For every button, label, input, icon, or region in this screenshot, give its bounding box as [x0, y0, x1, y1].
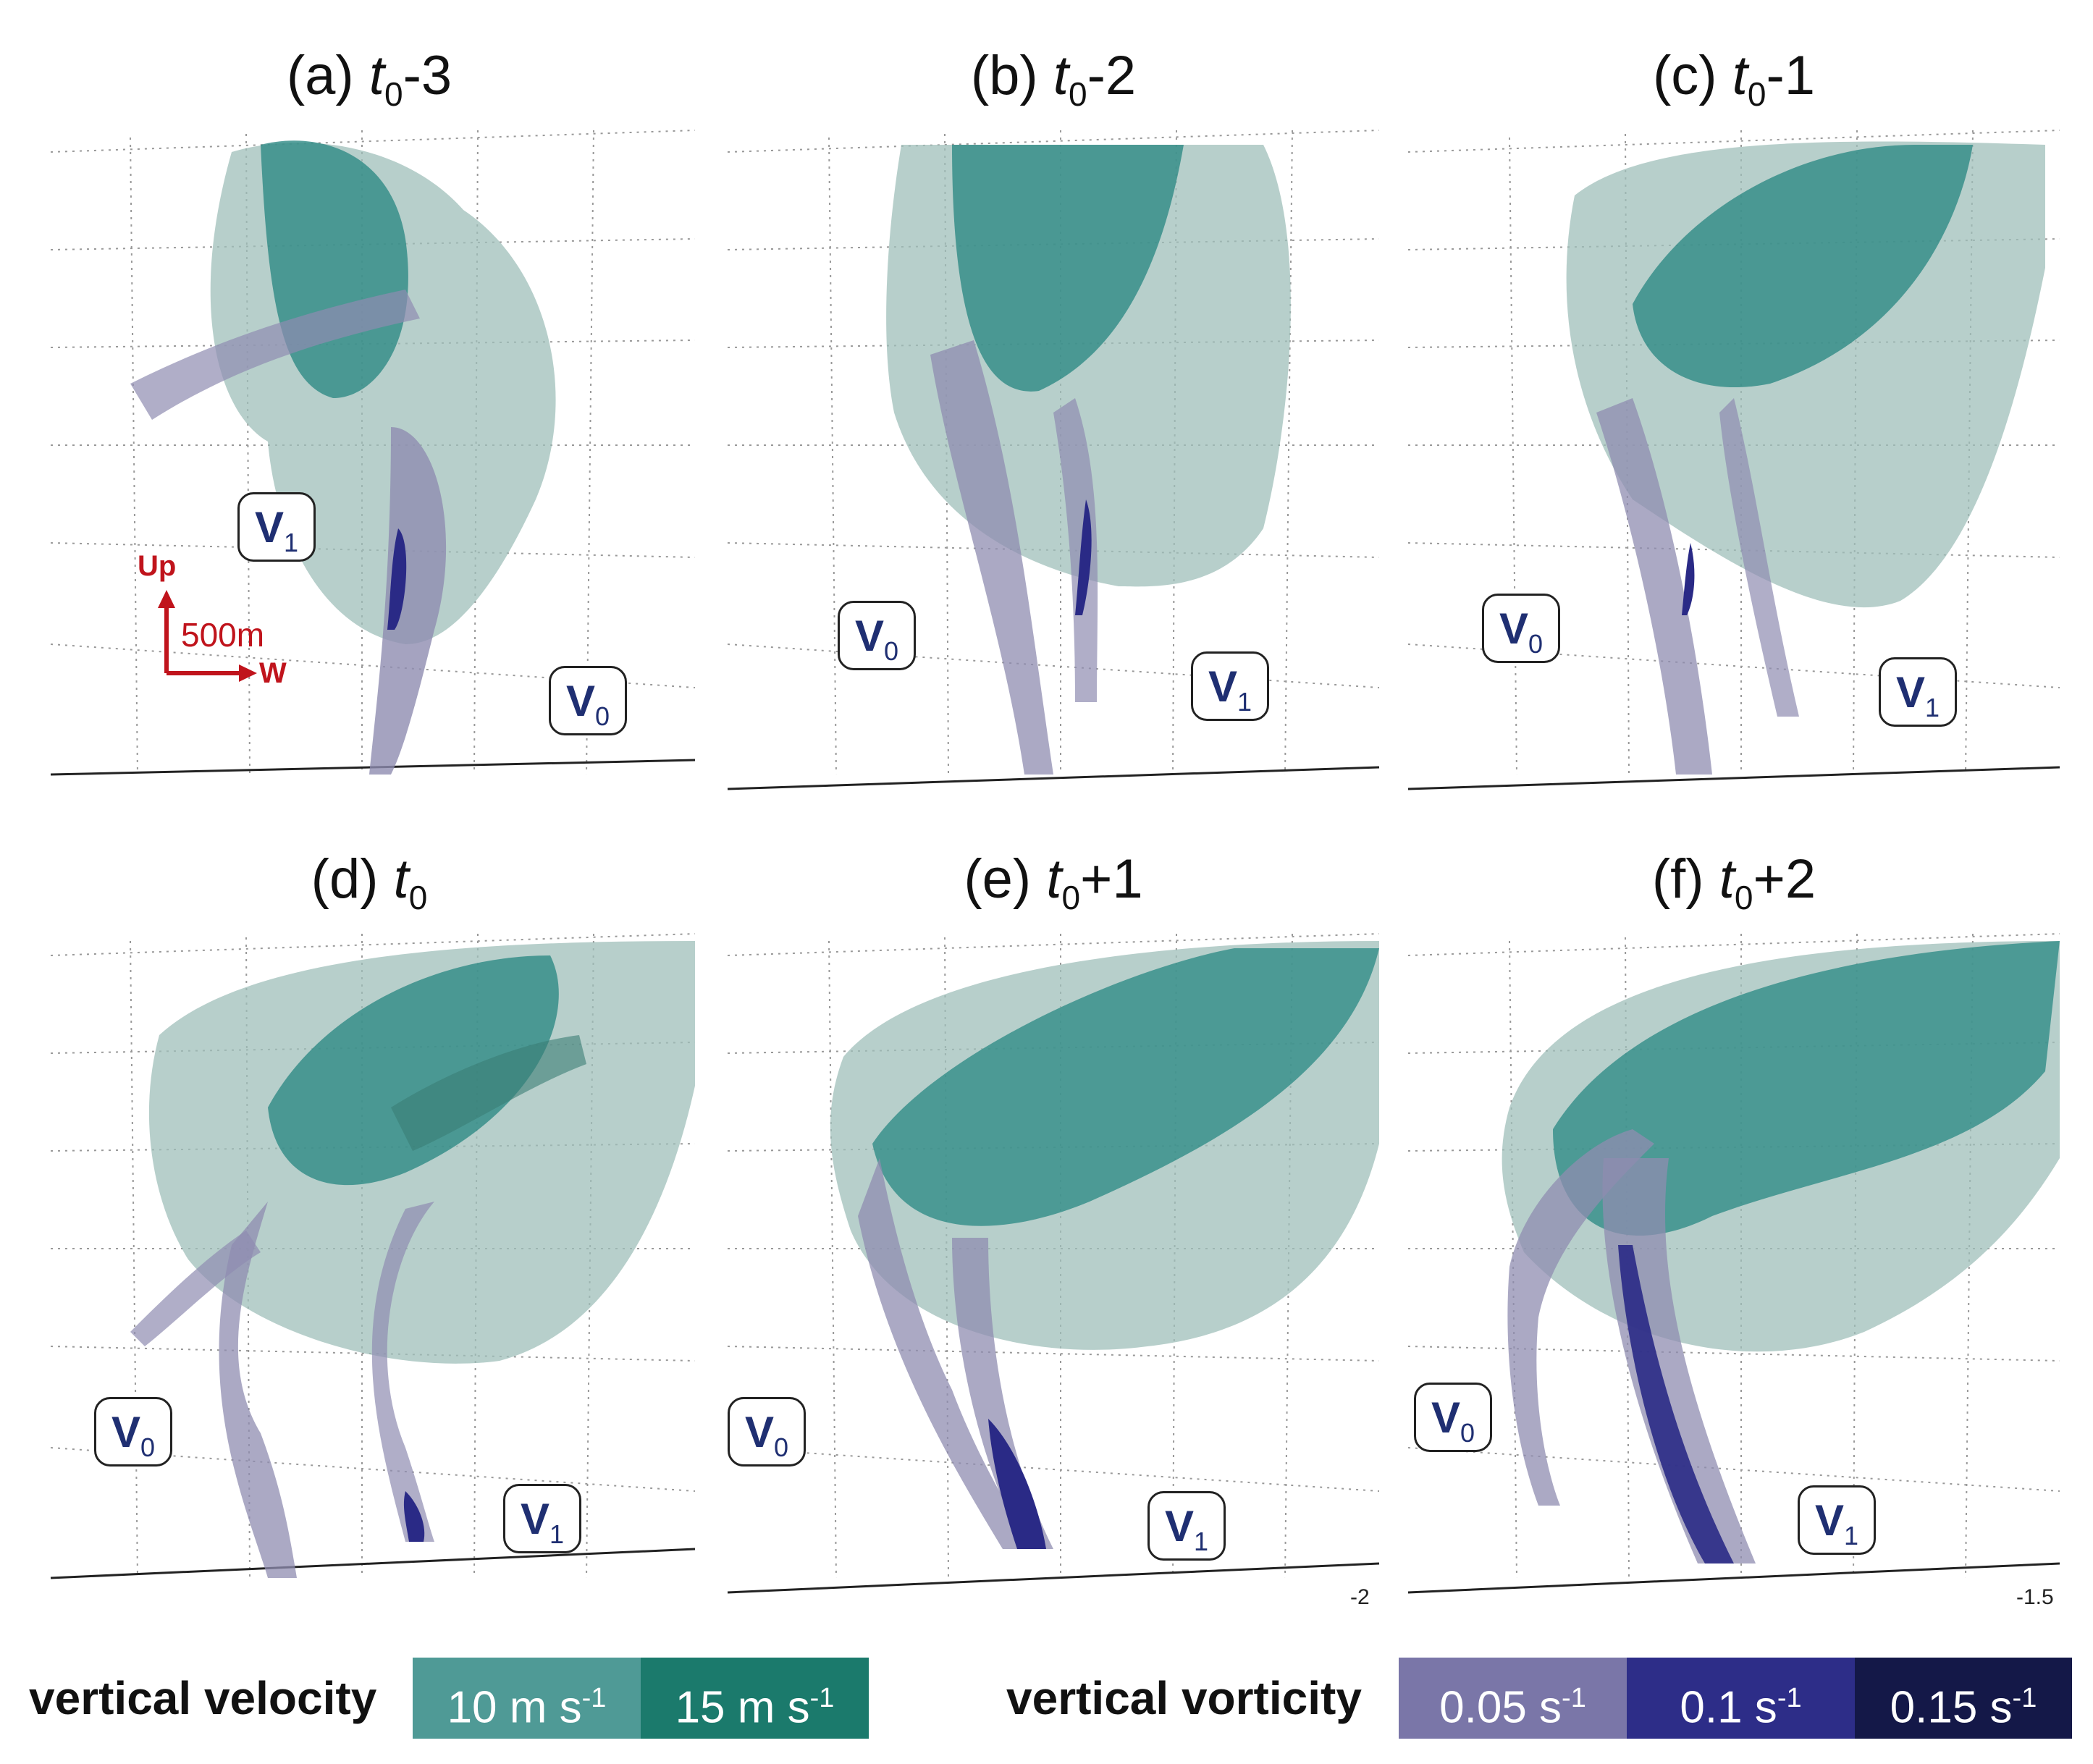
- label-v1: V1: [503, 1484, 581, 1553]
- label-v1: V1: [1147, 1491, 1226, 1561]
- panel-f: (f) t0+2 V0 V1 -1.5: [1394, 832, 2074, 1629]
- panel-d-render: [50, 933, 696, 1579]
- panel-e-plot: [713, 927, 1394, 1629]
- panel-f-render: [1407, 933, 2060, 1594]
- panel-e: (e) t0+1 V0 V1 -2: [713, 832, 1394, 1629]
- axis-tick-label: -1.5: [2016, 1585, 2054, 1609]
- label-v1: V1: [1191, 651, 1269, 721]
- legend-swatch-15: 15 m s-1: [641, 1658, 869, 1739]
- axis-tick-label: -2: [1350, 1585, 1370, 1609]
- legend-swatch-10: 10 m s-1: [413, 1658, 641, 1739]
- label-v0: V0: [94, 1397, 172, 1467]
- panel-f-plot: [1394, 927, 2074, 1629]
- panel-b-render: [727, 130, 1380, 790]
- panel-f-title: (f) t0+2: [1651, 848, 1816, 917]
- label-v0: V0: [838, 601, 916, 670]
- label-v1: V1: [1798, 1485, 1876, 1555]
- panel-c-render: [1407, 130, 2060, 790]
- panel-a-title: (a) t0-3: [286, 45, 452, 114]
- compass-arrows-icon: [158, 590, 257, 682]
- legend-velocity-title: vertical velocity: [29, 1672, 377, 1724]
- legend-swatch-01: 0.1 s-1: [1627, 1658, 1855, 1739]
- label-v0: V0: [549, 666, 627, 735]
- panel-c-title: (c) t0-1: [1652, 45, 1816, 114]
- legend-velocity: vertical velocity 10 m s-1 15 m s-1: [29, 1658, 869, 1739]
- label-v1: V1: [1879, 657, 1957, 727]
- panel-c: (c) t0-1 V0 V1: [1394, 29, 2074, 825]
- compass-scale-label: 500m: [181, 616, 265, 654]
- compass: Up 500m W: [138, 550, 319, 695]
- panel-b-title: (b) t0-2: [970, 45, 1137, 114]
- label-v0: V0: [728, 1397, 806, 1467]
- legend-swatch-005: 0.05 s-1: [1399, 1658, 1627, 1739]
- panel-d: (d) t0 V0 V1: [29, 832, 709, 1629]
- panel-b: (b) t0-2 V0 V1: [713, 29, 1394, 825]
- compass-up-label: Up: [138, 550, 177, 582]
- panel-a: (a) t0-3 V1 V0 Up: [29, 29, 709, 825]
- compass-west-label: W: [259, 657, 287, 689]
- label-v1: V1: [237, 492, 316, 562]
- panel-c-plot: [1394, 123, 2074, 825]
- panel-e-title: (e) t0+1: [964, 848, 1143, 917]
- panel-b-plot: [713, 123, 1394, 825]
- panel-d-plot: [29, 927, 709, 1629]
- label-v0: V0: [1414, 1383, 1492, 1452]
- panel-d-title: (d) t0: [311, 848, 428, 917]
- label-v0: V0: [1482, 594, 1560, 663]
- legend-vorticity-title: vertical vorticity: [1006, 1672, 1362, 1724]
- legend-vorticity: vertical vorticity 0.05 s-1 0.1 s-1 0.15…: [1006, 1658, 2078, 1739]
- legend-swatch-015: 0.15 s-1: [1855, 1658, 2072, 1739]
- panel-e-render: [727, 933, 1380, 1594]
